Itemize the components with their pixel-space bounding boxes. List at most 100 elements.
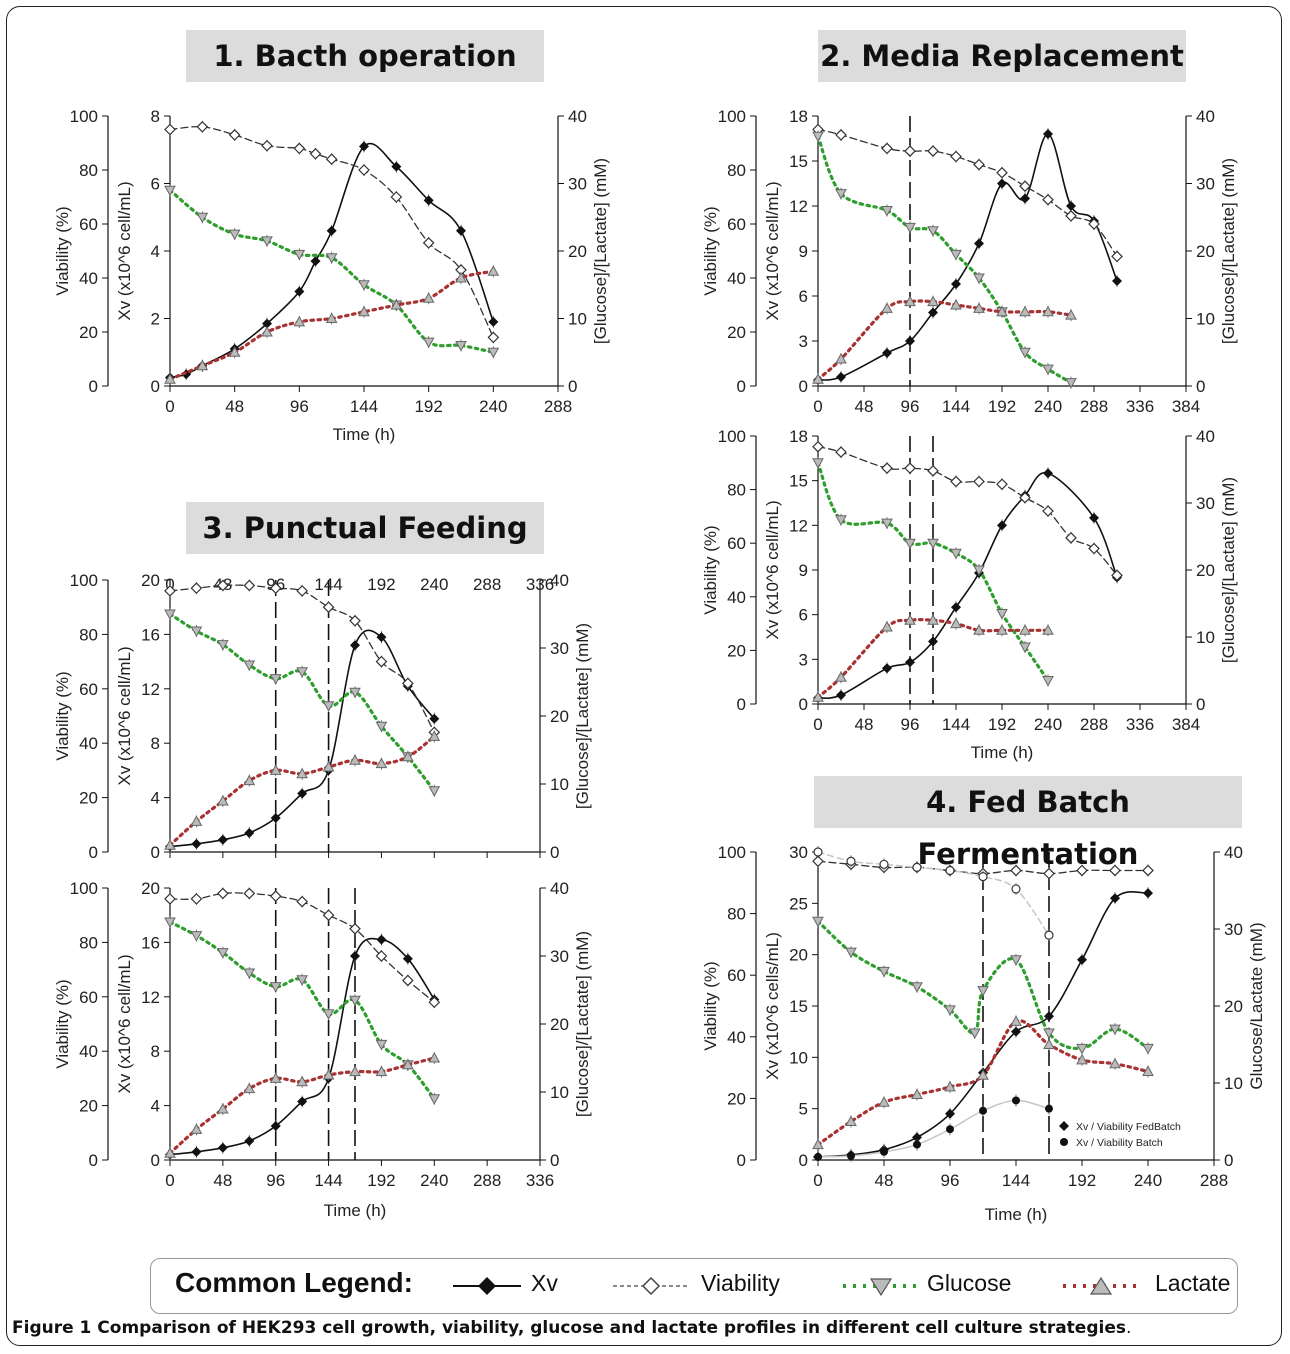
- y3-tick-label: 40: [1224, 843, 1243, 862]
- x-tick-label: 288: [1080, 715, 1108, 734]
- point-lactate: [950, 298, 962, 310]
- point-viability: [1111, 250, 1123, 263]
- point-glucose: [322, 1009, 335, 1020]
- point-xv: [951, 279, 961, 289]
- y1-tick-label: 100: [718, 107, 746, 126]
- point-glucose: [349, 995, 361, 1007]
- point-glucose: [1019, 347, 1031, 359]
- y3-axis-label: [Glucose]/[Lactate] (mM): [573, 623, 592, 809]
- point-glucose: [1065, 378, 1077, 389]
- y3-tick-label: 40: [1196, 107, 1215, 126]
- y3-tick-label: 20: [1224, 997, 1243, 1016]
- point-lactate: [845, 1115, 857, 1126]
- point-viability: [950, 475, 962, 488]
- y2-tick-label: 12: [789, 197, 808, 216]
- point-lactate: [422, 292, 435, 303]
- point-viability: [904, 462, 916, 475]
- y2-axis-label: Xv (x10^6 cell/mL): [763, 500, 782, 639]
- point-viability: [164, 123, 176, 136]
- point-glucose: [973, 273, 985, 285]
- y2-tick-label: 4: [151, 1097, 160, 1116]
- point-glucose: [835, 515, 847, 526]
- y1-axis-label: Viability (%): [53, 206, 72, 295]
- y1-tick-label: 80: [79, 933, 98, 952]
- point-xv-fedbatch: [1077, 954, 1087, 965]
- y3-axis-label: [Glucose]/[Lactate] (mM): [1219, 477, 1238, 663]
- point-viability-batch: [945, 865, 955, 876]
- point-lactate: [349, 754, 361, 765]
- point-glucose: [164, 609, 176, 621]
- y2-tick-label: 3: [799, 650, 808, 669]
- y3-tick-label: 30: [1196, 175, 1215, 194]
- chart-punctual1: 0489614419224028833602040608010004812162…: [53, 571, 592, 862]
- point-xv-fedbatch: [912, 1132, 922, 1143]
- point-xv: [270, 1121, 281, 1131]
- x-tick-label-top: 192: [367, 575, 395, 594]
- legend-viability: Viability: [701, 1270, 780, 1296]
- x-tick-label-top: 240: [420, 575, 448, 594]
- x-tick-label: 192: [988, 715, 1016, 734]
- point-lactate: [243, 1082, 256, 1094]
- x-tick-label: 192: [1068, 1171, 1096, 1190]
- x-tick-label: 144: [942, 715, 970, 734]
- point-glucose: [1142, 1043, 1154, 1055]
- point-glucose: [911, 982, 923, 993]
- point-viability: [190, 893, 203, 905]
- series-line-xv-batch: [817, 1099, 1050, 1158]
- point-xv-batch: [880, 1147, 888, 1156]
- y1-tick-label: 20: [79, 789, 98, 808]
- y3-tick-label: 20: [550, 1015, 569, 1034]
- point-glucose: [322, 701, 335, 712]
- point-lactate: [190, 1123, 203, 1134]
- legend-title: Common Legend:: [175, 1267, 413, 1298]
- point-glucose: [881, 518, 893, 530]
- y2-tick-label: 9: [799, 561, 808, 580]
- point-glucose: [428, 786, 441, 797]
- point-lactate: [196, 359, 209, 371]
- point-lactate: [977, 1069, 989, 1080]
- y2-tick-label: 4: [151, 242, 160, 261]
- x-tick-label: 144: [942, 397, 970, 416]
- y2-tick-label: 20: [789, 946, 808, 965]
- y2-tick-label: 8: [151, 1042, 160, 1061]
- y1-tick-label: 100: [70, 107, 98, 126]
- point-viability: [375, 655, 388, 668]
- point-glucose: [190, 626, 203, 638]
- x-tick-label: 192: [988, 397, 1016, 416]
- series-line-glucose: [168, 188, 495, 354]
- point-viability-fedbatch: [1142, 864, 1154, 877]
- point-glucose: [904, 538, 916, 550]
- point-lactate: [428, 1051, 441, 1063]
- point-xv: [836, 372, 846, 382]
- point-glucose: [349, 687, 361, 699]
- x-tick-label: 0: [813, 397, 822, 416]
- y1-axis-label: Viability (%): [53, 979, 72, 1068]
- point-viability: [812, 440, 824, 453]
- point-xv: [297, 788, 308, 799]
- x-tick-label: 336: [1126, 397, 1154, 416]
- point-glucose: [296, 975, 308, 986]
- point-viability: [243, 579, 256, 592]
- y1-tick-label: 60: [727, 215, 746, 234]
- point-lactate: [950, 617, 962, 629]
- point-lactate: [375, 757, 388, 769]
- y2-tick-label: 30: [789, 843, 808, 862]
- series-line-glucose: [816, 461, 1050, 683]
- series-line-xv: [169, 629, 436, 848]
- point-glucose: [261, 236, 273, 247]
- chart-batch: 0 48 96 144 192 240 28802040608010002468010203…: [53, 107, 610, 444]
- y1-tick-label: 40: [79, 1042, 98, 1061]
- point-glucose: [1010, 955, 1022, 966]
- y1-tick-label: 60: [79, 680, 98, 699]
- point-viability: [1065, 531, 1077, 544]
- point-lactate: [1142, 1065, 1154, 1076]
- x-tick-label: 96: [901, 397, 920, 416]
- x-tick-label: 48: [875, 1171, 894, 1190]
- point-xv-fedbatch: [945, 1108, 955, 1119]
- y3-tick-label: 40: [550, 571, 569, 590]
- point-xv-fedbatch: [1011, 1026, 1021, 1037]
- point-viability: [904, 145, 916, 157]
- point-viability: [1111, 569, 1123, 582]
- point-xv-batch: [946, 1125, 954, 1134]
- y2-axis-label: Xv (x10^6 cell/mL): [115, 954, 134, 1093]
